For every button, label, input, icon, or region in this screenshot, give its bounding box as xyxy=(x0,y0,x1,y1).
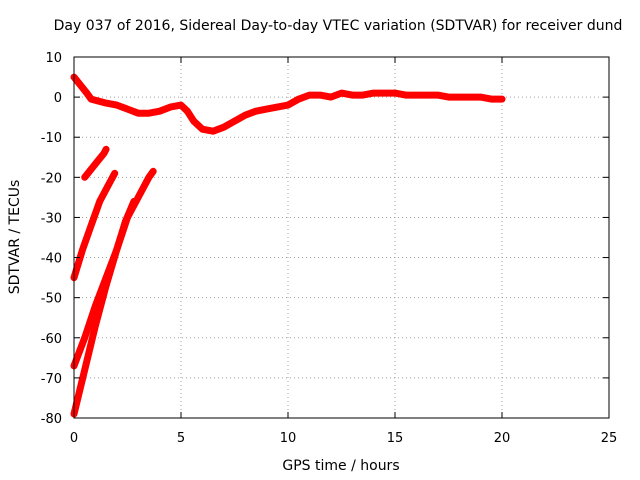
y-tick-label: -60 xyxy=(41,332,62,347)
data-point xyxy=(150,168,157,175)
data-point xyxy=(113,246,120,253)
data-point xyxy=(103,100,110,107)
data-point xyxy=(145,174,152,181)
data-point xyxy=(349,92,356,99)
x-axis-label: GPS time / hours xyxy=(282,458,399,474)
data-point xyxy=(434,92,441,99)
y-tick-label: -40 xyxy=(41,252,62,267)
y-tick-label: -50 xyxy=(41,292,62,307)
y-tick-label: 0 xyxy=(54,91,62,106)
data-point xyxy=(370,90,377,97)
data-point xyxy=(499,96,505,103)
data-point xyxy=(156,108,163,115)
data-point xyxy=(402,92,409,99)
data-point xyxy=(103,146,110,153)
data-point xyxy=(327,94,334,101)
data-point xyxy=(252,108,259,115)
data-point xyxy=(220,124,227,131)
plot-frame xyxy=(73,56,610,419)
data-point xyxy=(242,112,249,119)
data-point xyxy=(94,158,101,165)
x-tick-label: 25 xyxy=(601,431,618,446)
y-tick-label: -70 xyxy=(41,372,62,387)
data-point xyxy=(105,182,112,189)
data-point xyxy=(111,170,118,177)
data-point xyxy=(413,92,420,99)
data-point xyxy=(392,90,398,97)
data-point xyxy=(210,128,217,135)
data-point xyxy=(466,94,473,101)
y-tick-label: -30 xyxy=(41,211,62,226)
data-point xyxy=(96,198,103,205)
data-point xyxy=(167,104,174,111)
grid xyxy=(74,57,609,418)
data-point xyxy=(199,126,206,133)
y-tick-label: 10 xyxy=(45,51,62,66)
y-tick-label: -80 xyxy=(41,412,62,427)
y-tick-label: -20 xyxy=(41,171,62,186)
data-point xyxy=(77,82,84,89)
y-tick-label: -10 xyxy=(41,131,62,146)
data-point xyxy=(81,366,88,373)
data-point xyxy=(178,102,184,109)
data-point xyxy=(88,96,95,103)
data-point xyxy=(124,106,131,113)
data-point xyxy=(381,90,388,97)
data-point xyxy=(477,94,484,101)
x-tick-label: 15 xyxy=(387,431,404,446)
data-point xyxy=(88,222,95,229)
data-point xyxy=(359,92,366,99)
data-layer xyxy=(70,73,506,418)
data-point xyxy=(145,110,152,117)
data-point xyxy=(81,174,88,181)
x-tick-label: 20 xyxy=(494,431,511,446)
data-point xyxy=(285,102,291,109)
data-point xyxy=(445,94,452,101)
data-point xyxy=(184,108,191,115)
data-point xyxy=(317,92,324,99)
data-point xyxy=(135,194,142,201)
x-tick-label: 0 xyxy=(70,431,78,446)
data-point xyxy=(88,166,95,173)
data-point xyxy=(488,96,495,103)
data-point xyxy=(113,102,120,109)
data-point xyxy=(103,282,110,289)
data-point xyxy=(338,90,345,97)
data-point xyxy=(135,110,142,117)
data-point xyxy=(79,246,86,253)
y-axis-label: SDTVAR / TECUs xyxy=(7,180,23,295)
data-point xyxy=(456,94,463,101)
ticks: 0 5 10 15 20 25 10 0 -10 -20 -30 -40 -50 -60 -70 -80 xyxy=(41,51,618,446)
data-point xyxy=(122,218,129,225)
data-point xyxy=(83,90,90,97)
data-point xyxy=(424,92,431,99)
x-tick-label: 5 xyxy=(177,431,185,446)
data-point xyxy=(295,96,302,103)
data-point xyxy=(274,104,281,111)
data-point xyxy=(306,92,313,99)
x-tick-label: 10 xyxy=(280,431,297,446)
data-point xyxy=(92,322,99,329)
data-point xyxy=(81,334,88,341)
data-point xyxy=(231,118,238,125)
data-point xyxy=(190,118,197,125)
data-point xyxy=(263,106,270,113)
data-point xyxy=(130,198,137,205)
chart-title: Day 037 of 2016, Sidereal Day-to-day VTE… xyxy=(54,18,623,34)
series-track-4 xyxy=(70,197,138,418)
